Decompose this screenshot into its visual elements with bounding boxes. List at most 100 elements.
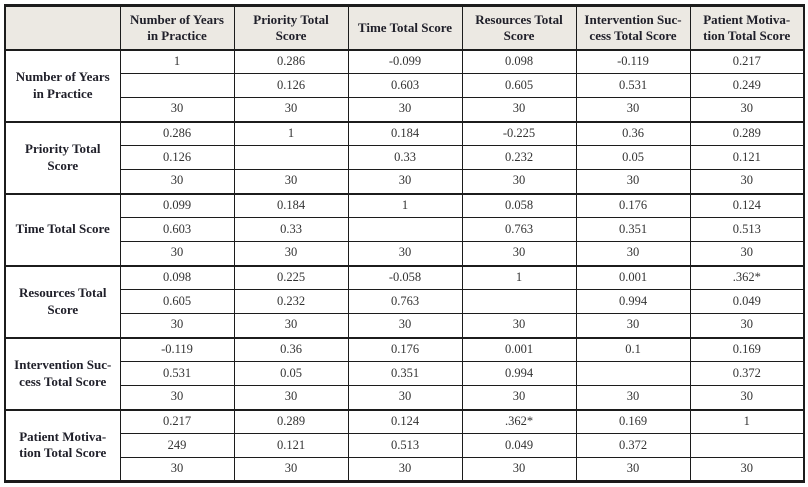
row-label: Time Total Score (4, 192, 121, 266)
table-cell: 0.169 (689, 336, 805, 362)
table-cell: 0.232 (461, 145, 577, 170)
table-cell: 30 (575, 457, 691, 482)
table-cell: 1 (233, 120, 349, 146)
corner-cell (4, 5, 121, 51)
table-row: 30 30 30 30 30 30 (5, 169, 805, 194)
table-cell: 30 (689, 97, 805, 122)
table-cell: 0.124 (347, 408, 463, 434)
table-cell: 0.05 (233, 361, 349, 386)
table-row: 0.605 0.232 0.763 0.994 0.049 (5, 289, 805, 314)
table-cell: 30 (689, 313, 805, 338)
table-cell: 0.232 (233, 289, 349, 314)
table-cell: 0.001 (575, 264, 691, 290)
table-cell: 0.217 (689, 48, 805, 74)
table-cell: 0.286 (119, 120, 235, 146)
table-cell: 30 (461, 385, 577, 410)
table-cell (347, 217, 463, 242)
table-cell: 0.372 (575, 433, 691, 458)
column-header-intervention: Intervention Suc- cess Total Score (575, 5, 691, 51)
table-cell: 1 (119, 48, 235, 74)
table-cell: 30 (575, 313, 691, 338)
table-row: 249 0.121 0.513 0.049 0.372 (5, 433, 805, 458)
table-cell: 0.001 (461, 336, 577, 362)
table-cell: -0.058 (347, 264, 463, 290)
table-cell: 0.126 (233, 73, 349, 98)
table-row: Priority Total Score 0.286 1 0.184 -0.225 0.3… (4, 120, 805, 194)
table-row: Resources Total Score 0.098 0.225 -0.058 1 0.… (4, 264, 805, 338)
header-row: Number of Years in Practice Priority Tot… (4, 5, 805, 51)
table-cell: 30 (119, 169, 235, 194)
table-cell: 0.121 (689, 145, 805, 170)
table-cell: -0.099 (347, 48, 463, 74)
table-cell: .362* (689, 264, 805, 290)
table-row: Patient Motiva- tion Total Score 0.217 0.2… (4, 408, 805, 482)
table-cell: 30 (575, 241, 691, 266)
row-label: Number of Years in Practice (4, 48, 121, 122)
table-cell: 0.176 (347, 336, 463, 362)
table-cell: 1 (689, 408, 805, 434)
table-cell: 30 (233, 385, 349, 410)
table-cell: 30 (347, 457, 463, 482)
table-cell: 30 (347, 97, 463, 122)
table-cell: 0.531 (119, 361, 235, 386)
table-row: 0.126 0.603 0.605 0.531 0.249 (5, 73, 805, 98)
table-cell: 0.217 (119, 408, 235, 434)
table-cell: 30 (347, 385, 463, 410)
table-cell: 30 (575, 385, 691, 410)
table-cell: 1 (347, 192, 463, 218)
table-cell: 0.36 (233, 336, 349, 362)
table-cell: 30 (689, 385, 805, 410)
table-cell: 0.289 (689, 120, 805, 146)
row-label: Patient Motiva- tion Total Score (4, 408, 121, 482)
column-header-priority: Priority Total Score (233, 5, 349, 51)
table-cell (233, 145, 349, 170)
table-cell: 0.1 (575, 336, 691, 362)
table-cell: 30 (689, 169, 805, 194)
table-row: 30 30 30 30 30 30 (5, 313, 805, 338)
table-cell: 0.763 (461, 217, 577, 242)
table-row: 30 30 30 30 30 30 (5, 385, 805, 410)
table-cell: 0.121 (233, 433, 349, 458)
column-header-resources: Resources Total Score (461, 5, 577, 51)
table-cell: 30 (461, 169, 577, 194)
table-cell: 0.603 (347, 73, 463, 98)
table-cell: 30 (233, 169, 349, 194)
table-cell: 0.099 (119, 192, 235, 218)
table-cell: 0.605 (461, 73, 577, 98)
table-cell (119, 73, 235, 98)
table-cell: -0.119 (575, 48, 691, 74)
table-cell: 0.05 (575, 145, 691, 170)
table-cell: 0.289 (233, 408, 349, 434)
table-cell: 30 (233, 97, 349, 122)
table-row: 30 30 30 30 30 30 (5, 241, 805, 266)
table-cell: .362* (461, 408, 577, 434)
table-cell: 0.33 (347, 145, 463, 170)
table-cell: -0.225 (461, 120, 577, 146)
table-cell: 30 (347, 241, 463, 266)
table-cell: 0.184 (233, 192, 349, 218)
table-cell: 0.184 (347, 120, 463, 146)
table-cell: 30 (233, 241, 349, 266)
table-cell: 30 (119, 385, 235, 410)
table-cell (689, 433, 805, 458)
table-cell: 0.603 (119, 217, 235, 242)
table-cell: 0.225 (233, 264, 349, 290)
table-cell: -0.119 (119, 336, 235, 362)
table-cell: 30 (119, 97, 235, 122)
column-header-motivation: Patient Motiva- tion Total Score (689, 5, 805, 51)
table-cell: 30 (689, 241, 805, 266)
table-cell: 30 (461, 241, 577, 266)
table-cell: 30 (461, 313, 577, 338)
row-label: Intervention Suc- cess Total Score (4, 336, 121, 410)
table-cell: 30 (689, 457, 805, 482)
table-cell: 30 (347, 313, 463, 338)
table-cell: 30 (119, 313, 235, 338)
table-cell: 0.605 (119, 289, 235, 314)
table-cell: 30 (575, 97, 691, 122)
table-cell: 0.33 (233, 217, 349, 242)
correlation-table: Number of Years in Practice Priority Tot… (4, 4, 805, 483)
table-cell (575, 361, 691, 386)
table-cell: 0.513 (689, 217, 805, 242)
table-cell: 0.058 (461, 192, 577, 218)
table-cell: 30 (233, 313, 349, 338)
